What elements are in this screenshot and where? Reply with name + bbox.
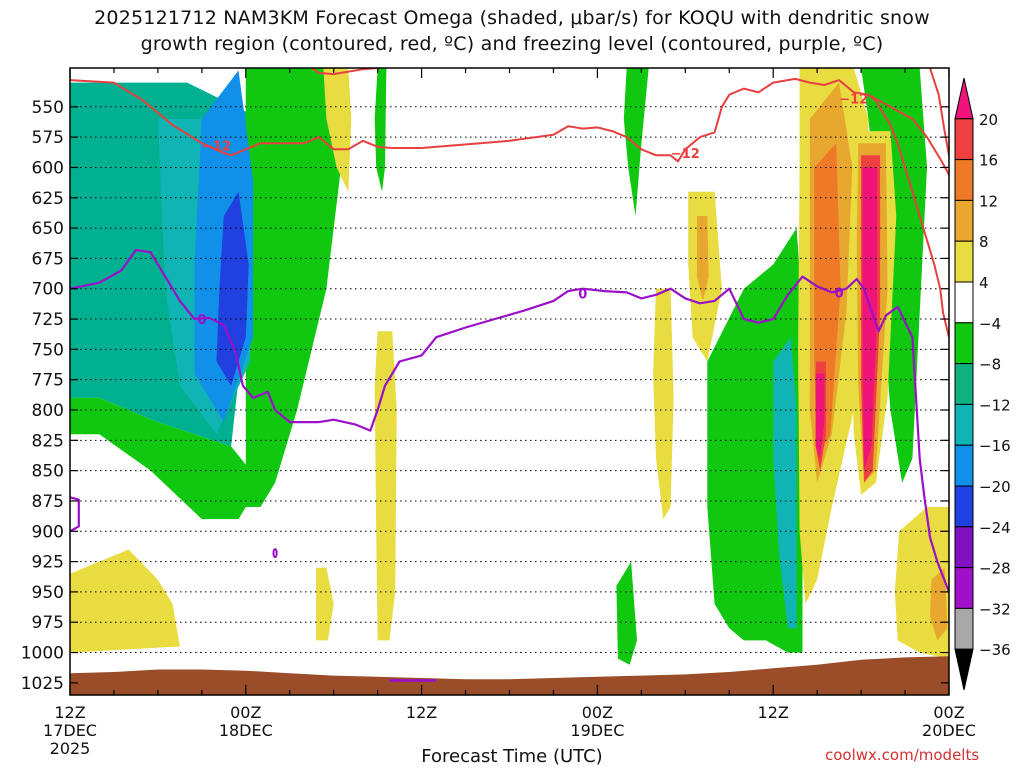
isotherm-zero-label-2: 0: [835, 286, 844, 301]
colorbar-label-9: −20: [979, 478, 1011, 496]
colorbar-label-0: 20: [979, 111, 998, 129]
y-tick-label-975: 975: [32, 613, 64, 633]
colorbar-label-3: 8: [979, 233, 989, 251]
x-axis-title: Forecast Time (UTC): [421, 746, 603, 767]
y-tick-label-875: 875: [32, 492, 64, 512]
colorbar-label-11: −28: [979, 560, 1011, 578]
y-tick-label-750: 750: [32, 340, 64, 360]
colorbar-label-6: −8: [979, 356, 1001, 374]
colorbar-label-10: −24: [979, 519, 1011, 537]
colorbar-swatch-8: [954, 403, 974, 446]
colorbar-top-arrow: [954, 77, 974, 120]
x-tick-label-0-1: 17DEC: [43, 721, 97, 740]
y-tick-label-850: 850: [32, 462, 64, 482]
x-tick-label-3-1: 19DEC: [570, 721, 624, 740]
colorbar-label-1: 16: [979, 152, 998, 170]
y-tick-label-1000: 1000: [21, 644, 64, 664]
colorbar-swatch-9: [954, 444, 974, 487]
colorbar-swatch-4: [954, 240, 974, 283]
y-tick-label-775: 775: [32, 371, 64, 391]
chart-title-line-1: 2025121712 NAM3KM Forecast Omega (shaded…: [94, 7, 930, 29]
colorbar-swatch-6: [954, 322, 974, 365]
omega-shade-area-5: [216, 191, 249, 386]
isotherm-minus12-right-line: [867, 93, 949, 339]
isotherm-zero-small-ring: [272, 548, 278, 559]
isotherm-minus12-band-line: [929, 68, 949, 157]
omega-shade-area-12: [653, 288, 674, 520]
isotherm-minus12-line: [70, 77, 949, 176]
isotherm-zero-label-1: 0: [578, 288, 587, 303]
colorbar-label-5: −4: [979, 315, 1001, 333]
colorbar-bottom-arrow: [954, 648, 974, 691]
y-tick-label-925: 925: [32, 553, 64, 573]
y-tick-label-600: 600: [32, 158, 64, 178]
isotherm-minus12-label-0: −12: [202, 140, 231, 155]
omega-shade-area-6: [374, 68, 387, 192]
colorbar-label-7: −12: [979, 396, 1011, 414]
terrain-ground: [70, 656, 949, 695]
y-tick-label-800: 800: [32, 401, 64, 421]
colorbar-swatch-13: [954, 607, 974, 650]
omega-shade-area-8: [374, 331, 397, 641]
x-tick-label-5-1: 20DEC: [922, 721, 976, 740]
site-credit-link[interactable]: coolwx.com/modelts: [825, 746, 980, 764]
y-tick-label-675: 675: [32, 249, 64, 269]
omega-shade-area-11: [623, 68, 649, 216]
colorbar-swatch-2: [954, 159, 974, 201]
omega-shade-area-27: [862, 167, 878, 471]
x-tick-label-0-0: 12Z: [54, 703, 85, 722]
colorbar-swatch-3: [954, 199, 974, 242]
y-tick-label-1025: 1025: [21, 674, 64, 694]
y-tick-label-650: 650: [32, 219, 64, 239]
x-tick-label-3-0: 00Z: [582, 703, 613, 722]
isotherm-minus12-label-2: −12: [839, 92, 868, 107]
colorbar-label-2: 12: [979, 192, 998, 210]
x-tick-label-5-0: 00Z: [933, 703, 964, 722]
isotherm-minus12-label-1: −12: [671, 147, 700, 162]
omega-shade-area-16: [616, 561, 637, 665]
x-tick-label-2-0: 12Z: [406, 703, 437, 722]
chart-title-line-2: growth region (contoured, red, ºC) and f…: [140, 33, 884, 55]
y-tick-label-950: 950: [32, 583, 64, 603]
colorbar-swatch-10: [954, 485, 974, 528]
isotherm-zero-left-line: [70, 496, 80, 533]
isotherm-zero-label-0: 0: [197, 313, 206, 328]
colorbar-swatch-1: [954, 118, 974, 161]
y-tick-label-550: 550: [32, 98, 64, 118]
x-tick-label-4-0: 12Z: [758, 703, 789, 722]
y-tick-label-900: 900: [32, 522, 64, 542]
omega-shade-area-1: [70, 397, 261, 520]
isotherm-zero-line: [70, 248, 949, 594]
isotherm-minus12-upper-line: [310, 68, 379, 76]
colorbar-label-8: −16: [979, 437, 1011, 455]
omega-shade-area-14: [697, 216, 709, 301]
y-tick-label-700: 700: [32, 280, 64, 300]
y-tick-label-725: 725: [32, 310, 64, 330]
colorbar-swatch-5: [954, 281, 974, 324]
colorbar-label-13: −36: [979, 641, 1011, 659]
y-tick-label-625: 625: [32, 189, 64, 209]
y-tick-label-575: 575: [32, 128, 64, 148]
x-tick-label-1-1: 18DEC: [219, 721, 273, 740]
x-tick-label-0-2: 2025: [50, 739, 91, 758]
omega-shade-area-9: [70, 549, 180, 653]
omega-shade-area-22: [815, 373, 825, 459]
x-tick-label-1-0: 00Z: [230, 703, 261, 722]
colorbar-swatch-11: [954, 526, 974, 569]
y-tick-label-825: 825: [32, 431, 64, 451]
colorbar-swatch-12: [954, 567, 974, 609]
omega-shade-area-7: [323, 68, 352, 192]
colorbar-label-12: −32: [979, 600, 1011, 618]
colorbar-label-4: 4: [979, 274, 989, 292]
colorbar-swatch-7: [954, 363, 974, 405]
